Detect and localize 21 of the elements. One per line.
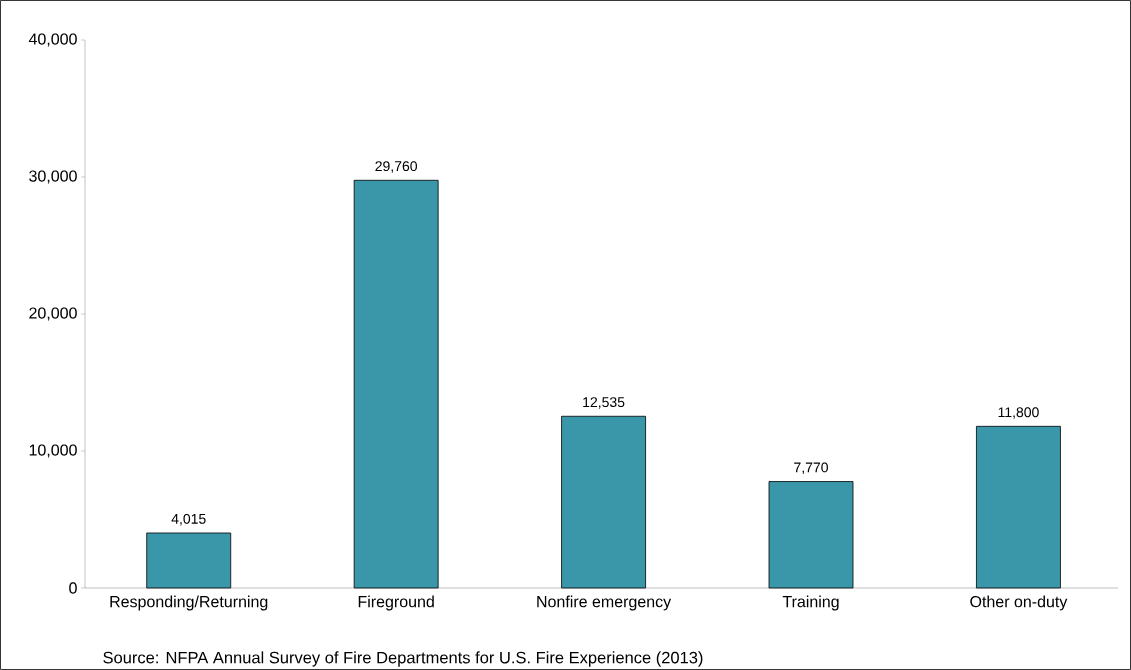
- y-tick-label: 0: [69, 582, 77, 594]
- data-label: 12,535: [583, 397, 625, 409]
- x-tick-label: Training: [782, 595, 839, 611]
- y-tick-label: 30,000: [29, 170, 77, 184]
- x-tick-label: Fireground: [358, 595, 434, 611]
- bar: [561, 415, 646, 589]
- data-label: 4,015: [171, 513, 206, 526]
- data-label: 29,760: [375, 161, 418, 173]
- x-tick-label: Responding/Returning: [110, 595, 268, 611]
- data-label: 7,770: [794, 462, 828, 475]
- x-tick-label: Other on-duty: [970, 595, 1068, 611]
- x-tick-label: Nonfire emergency: [537, 595, 672, 611]
- y-tick-label: 10,000: [29, 444, 77, 458]
- bar: [768, 481, 854, 589]
- bar: [146, 532, 232, 589]
- source-note: Source: NFPA Annual Survey of Fire Departments for U.S. Fire Experience (2013): [103, 651, 703, 667]
- y-tick-label: 40,000: [28, 33, 77, 47]
- data-label: 11,800: [998, 407, 1039, 419]
- y-tick-label: 20,000: [29, 307, 77, 321]
- bar: [353, 179, 439, 589]
- bar: [976, 425, 1061, 589]
